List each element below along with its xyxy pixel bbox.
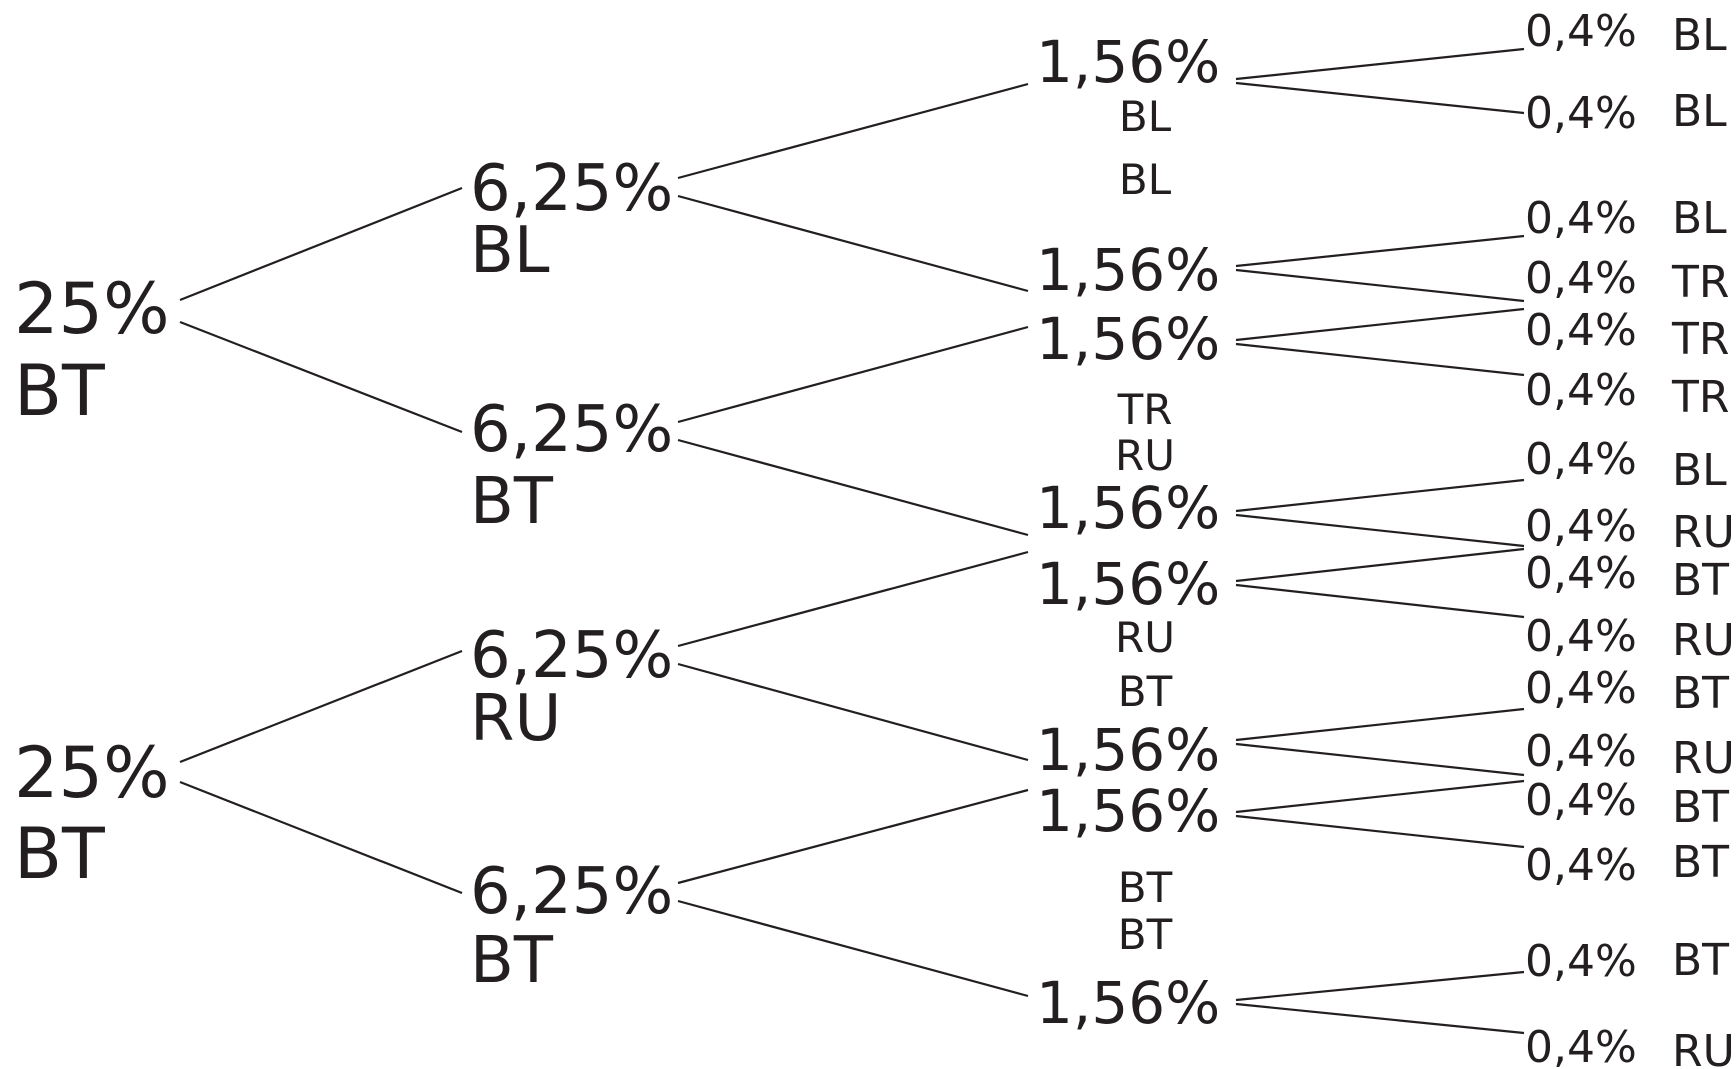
edge-l3g-l4-13 <box>1235 779 1525 814</box>
node-l3-8-label: BT <box>1118 910 1173 959</box>
node-l3-4-prob: 1,56% <box>1036 474 1220 542</box>
edge-root2-l2c <box>179 649 463 764</box>
leaf-16-prob: 0,4% <box>1525 1022 1637 1069</box>
edge-l2b-l3c <box>677 325 1029 424</box>
edge-l3h-l4-16 <box>1235 1002 1525 1035</box>
node-l2-1-label: BL <box>470 214 550 288</box>
node-l3-1-prob: 1,56% <box>1036 28 1220 96</box>
level-2-nodes: 6,25% BL 6,25% BT 6,25% RU 6,25% BT <box>470 152 673 998</box>
node-l2-4-prob: 6,25% <box>470 855 673 929</box>
node-l3-6-prob: 1,56% <box>1036 716 1220 784</box>
leaf-12-label: RU <box>1672 733 1735 784</box>
leaf-3-label: BL <box>1672 193 1727 244</box>
leaf-1-prob: 0,4% <box>1525 6 1637 57</box>
leaf-9-prob: 0,4% <box>1525 548 1637 599</box>
node-l3-5-label: RU <box>1115 613 1175 662</box>
edge-l2b-l3d <box>677 438 1029 537</box>
tree-edges <box>179 47 1525 1035</box>
edge-l3g-l4-14 <box>1235 814 1525 849</box>
edge-l2c-l3e <box>677 550 1029 648</box>
edge-l3f-l4-11 <box>1235 707 1525 742</box>
leaf-11-label: BT <box>1672 668 1729 719</box>
node-l2-3-label: RU <box>470 682 561 756</box>
leaf-6-prob: 0,4% <box>1525 365 1637 416</box>
leaf-5-label: TR <box>1671 314 1729 365</box>
edge-l3f-l4-12 <box>1235 742 1525 777</box>
node-l3-3-label: TR <box>1117 385 1173 434</box>
leaf-12-prob: 0,4% <box>1525 726 1637 777</box>
edge-l2d-l3g <box>677 788 1029 885</box>
level-4-nodes: 0,4% BL 0,4% BL 0,4% BL 0,4% TR 0,4% TR … <box>1525 6 1735 1069</box>
edge-l3a-l4-2 <box>1235 81 1525 115</box>
edge-l2a-l3a <box>677 82 1029 180</box>
node-root-2-prob: 25% <box>14 732 170 814</box>
node-l3-6-label: BT <box>1118 667 1173 716</box>
leaf-8-prob: 0,4% <box>1525 501 1637 552</box>
node-l3-7-prob: 1,56% <box>1036 777 1220 845</box>
edge-root1-l2b <box>179 320 463 434</box>
edge-root1-l2a <box>179 186 463 302</box>
leaf-2-prob: 0,4% <box>1525 88 1637 139</box>
leaf-15-label: BT <box>1672 935 1729 986</box>
edge-l3c-l4-6 <box>1235 342 1525 377</box>
leaf-2-label: BL <box>1672 86 1727 137</box>
edge-l2c-l3f <box>677 662 1029 762</box>
node-l2-4-label: BT <box>470 924 554 998</box>
edge-l3b-l4-4 <box>1235 268 1525 303</box>
node-l2-1-prob: 6,25% <box>470 152 673 226</box>
edge-root2-l2d <box>179 780 463 895</box>
leaf-13-label: BT <box>1672 782 1729 833</box>
level-1-nodes: 25% BT 25% BT <box>14 268 170 895</box>
edge-l2d-l3h <box>677 899 1029 998</box>
node-l2-2-label: BT <box>470 465 554 539</box>
edge-l3e-l4-10 <box>1235 583 1525 619</box>
edge-l3c-l4-5 <box>1235 307 1525 342</box>
node-l3-3-prob: 1,56% <box>1036 305 1220 373</box>
edge-l3d-l4-7 <box>1235 478 1525 513</box>
node-l3-7-label: BT <box>1118 863 1173 912</box>
node-l3-2-label: BL <box>1119 155 1172 204</box>
edge-l2a-l3b <box>677 194 1029 293</box>
leaf-8-label: RU <box>1672 507 1735 558</box>
leaf-9-label: BT <box>1672 555 1729 606</box>
node-l3-8-prob: 1,56% <box>1036 969 1220 1037</box>
leaf-6-label: TR <box>1671 372 1729 423</box>
leaf-1-label: BL <box>1672 10 1727 61</box>
node-root-1-label: BT <box>14 350 105 432</box>
node-l3-1-label: BL <box>1119 92 1172 141</box>
leaf-10-label: RU <box>1672 615 1735 666</box>
edge-l3e-l4-9 <box>1235 547 1525 583</box>
leaf-3-prob: 0,4% <box>1525 193 1637 244</box>
node-l3-4-label: RU <box>1115 431 1175 480</box>
node-l3-2-prob: 1,56% <box>1036 236 1220 304</box>
leaf-11-prob: 0,4% <box>1525 663 1637 714</box>
node-l2-3-prob: 6,25% <box>470 619 673 693</box>
level-3-nodes: 1,56% 1,56% 1,56% 1,56% 1,56% 1,56% 1,56… <box>1036 28 1220 1037</box>
leaf-14-prob: 0,4% <box>1525 840 1637 891</box>
leaf-13-prob: 0,4% <box>1525 775 1637 826</box>
leaf-4-label: TR <box>1671 257 1729 308</box>
node-root-2-label: BT <box>14 813 105 895</box>
node-l2-2-prob: 6,25% <box>470 393 673 467</box>
leaf-14-label: BT <box>1672 837 1729 888</box>
leaf-5-prob: 0,4% <box>1525 305 1637 356</box>
leaf-10-prob: 0,4% <box>1525 611 1637 662</box>
edge-l3h-l4-15 <box>1235 970 1525 1002</box>
leaf-7-prob: 0,4% <box>1525 434 1637 485</box>
node-root-1-prob: 25% <box>14 268 170 350</box>
leaf-4-prob: 0,4% <box>1525 253 1637 304</box>
leaf-16-label: RU <box>1672 1026 1735 1069</box>
leaf-15-prob: 0,4% <box>1525 936 1637 987</box>
edge-l3d-l4-8 <box>1235 513 1525 548</box>
edge-l3a-l4-1 <box>1235 47 1525 81</box>
node-l3-5-prob: 1,56% <box>1036 550 1220 618</box>
edge-l3b-l4-3 <box>1235 234 1525 268</box>
leaf-7-label: BL <box>1672 445 1727 496</box>
